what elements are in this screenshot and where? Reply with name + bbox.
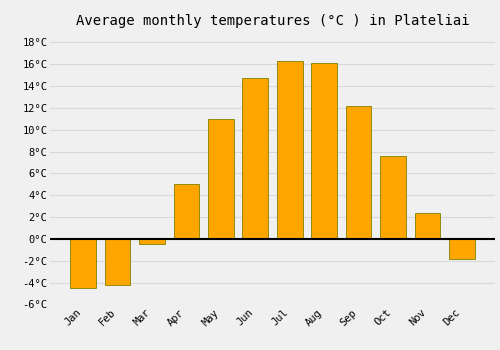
Bar: [380, 156, 406, 239]
Bar: [174, 184, 200, 239]
Title: Average monthly temperatures (°C ) in Plateliai: Average monthly temperatures (°C ) in Pl…: [76, 14, 469, 28]
Bar: [414, 213, 440, 239]
Bar: [208, 119, 234, 239]
Bar: [70, 239, 96, 288]
Bar: [139, 239, 165, 244]
Bar: [277, 61, 302, 239]
Bar: [449, 239, 475, 259]
Bar: [104, 239, 130, 285]
Bar: [242, 78, 268, 239]
Bar: [346, 106, 372, 239]
Bar: [311, 63, 337, 239]
